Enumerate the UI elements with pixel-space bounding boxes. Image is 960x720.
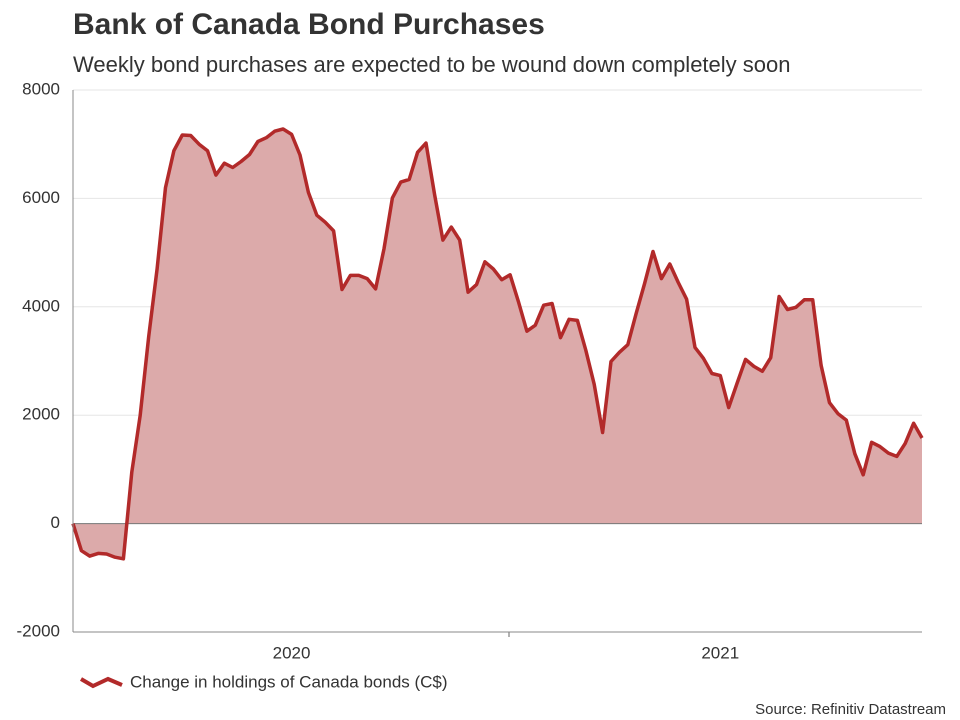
area-fill <box>73 129 922 559</box>
chart-subtitle: Weekly bond purchases are expected to be… <box>73 52 790 77</box>
y-tick-label: 2000 <box>22 405 60 424</box>
y-tick-label: 6000 <box>22 188 60 207</box>
y-tick-label: 8000 <box>22 79 60 98</box>
y-tick-label: -2000 <box>17 621 60 640</box>
legend-label: Change in holdings of Canada bonds (C$) <box>130 672 448 691</box>
x-tick-label: 2020 <box>273 643 311 662</box>
legend-swatch <box>79 676 123 689</box>
x-tick-label: 2021 <box>701 643 739 662</box>
source-note: Source: Refinitiv Datastream <box>755 701 946 718</box>
y-tick-label: 0 <box>51 513 60 532</box>
data-line <box>71 127 924 561</box>
y-tick-label: 4000 <box>22 296 60 315</box>
chart-title: Bank of Canada Bond Purchases <box>73 8 545 41</box>
plot-area <box>71 89 924 633</box>
